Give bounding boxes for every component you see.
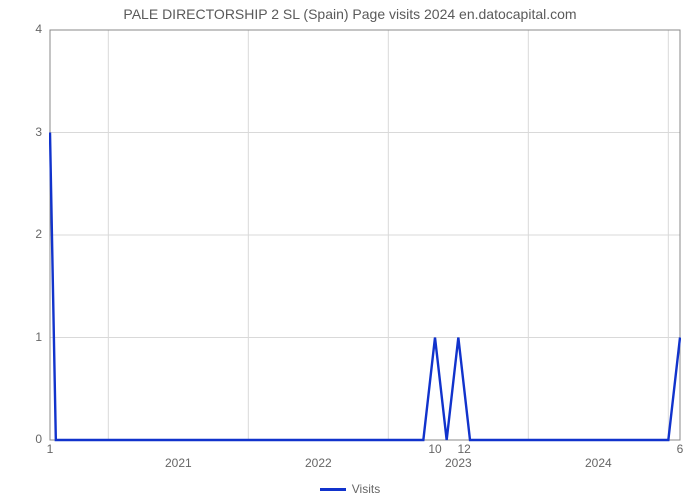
chart-legend: Visits <box>0 482 700 496</box>
x-year-label: 2022 <box>293 456 343 470</box>
x-year-label: 2021 <box>153 456 203 470</box>
x-tick-label: 1 <box>35 442 65 456</box>
y-tick-label: 3 <box>0 125 42 139</box>
legend-swatch <box>320 488 346 491</box>
chart-container: PALE DIRECTORSHIP 2 SL (Spain) Page visi… <box>0 0 700 500</box>
x-year-label: 2024 <box>573 456 623 470</box>
y-tick-label: 4 <box>0 22 42 36</box>
x-tick-label: 6 <box>665 442 695 456</box>
y-tick-label: 2 <box>0 227 42 241</box>
chart-title: PALE DIRECTORSHIP 2 SL (Spain) Page visi… <box>0 6 700 22</box>
x-tick-label: 12 <box>449 442 479 456</box>
x-tick-label: 10 <box>420 442 450 456</box>
y-tick-label: 1 <box>0 330 42 344</box>
x-year-label: 2023 <box>433 456 483 470</box>
legend-label: Visits <box>352 482 380 496</box>
chart-plot <box>49 29 681 479</box>
